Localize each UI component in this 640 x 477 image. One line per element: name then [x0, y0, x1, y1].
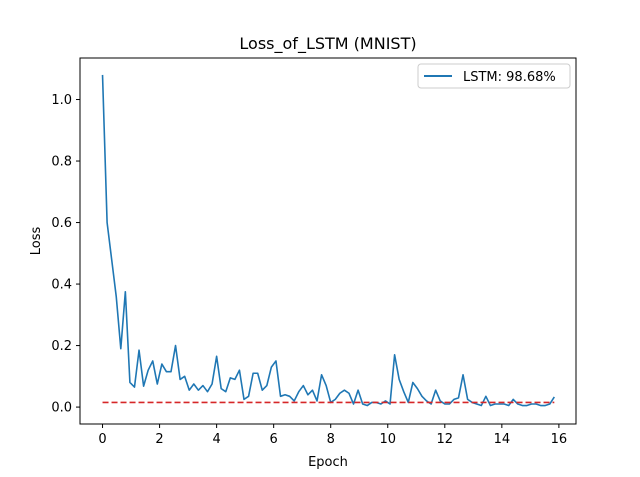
- x-tick-label: 10: [379, 432, 396, 447]
- x-tick-label: 16: [551, 432, 568, 447]
- y-tick-label: 0.0: [51, 401, 72, 416]
- x-tick-label: 0: [98, 432, 106, 447]
- x-tick-label: 2: [155, 432, 163, 447]
- plot-lines: [101, 74, 555, 407]
- x-tick-label: 6: [270, 432, 278, 447]
- x-tick-label: 12: [437, 432, 454, 447]
- legend-label-lstm: LSTM: 98.68%: [463, 70, 556, 85]
- y-tick-label: 0.8: [51, 155, 72, 170]
- y-tick-label: 0.6: [51, 216, 72, 231]
- legend: LSTM: 98.68%: [417, 63, 571, 89]
- x-axis-ticks: 0 2 4 6 8 10 12 14 16: [98, 424, 567, 447]
- x-tick-label: 4: [212, 432, 220, 447]
- x-tick-label: 8: [327, 432, 335, 447]
- y-tick-label: 0.2: [51, 339, 72, 354]
- x-axis-label: Epoch: [308, 455, 348, 470]
- axes-frame: [79, 57, 577, 425]
- legend-box: [417, 63, 571, 89]
- y-axis-ticks: 0.0 0.2 0.4 0.6 0.8 1.0: [51, 93, 80, 416]
- chart-title: Loss_of_LSTM (MNIST): [239, 34, 416, 54]
- x-tick-label: 14: [494, 432, 511, 447]
- y-axis-label: Loss: [29, 227, 44, 256]
- series-line-lstm: [101, 74, 555, 407]
- y-tick-label: 1.0: [51, 93, 72, 108]
- y-tick-label: 0.4: [51, 278, 72, 293]
